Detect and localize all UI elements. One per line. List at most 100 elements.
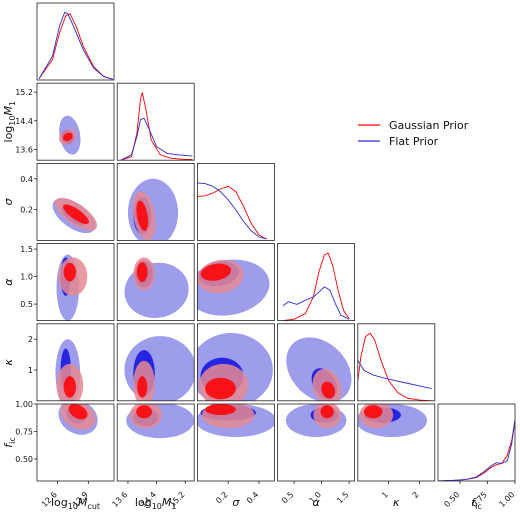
panel-frame	[277, 403, 356, 482]
x-tick-label-sigma: 0.4	[245, 490, 260, 505]
x-tick-label-alpha: 1.5	[335, 490, 350, 505]
x-axis-label-fic: fic	[471, 496, 482, 511]
panel-logM1-sigma	[116, 162, 195, 241]
panel-frame	[116, 82, 195, 161]
contour-gaussian-inner	[136, 200, 149, 231]
y-tick-label-sigma: 0.4	[20, 175, 33, 184]
x-tick-label-alpha: 0.5	[280, 490, 295, 505]
x-tick-label-kappa: 1	[380, 490, 390, 500]
contour-gaussian-inner	[136, 262, 148, 283]
x-tick-label-kappa: 2	[411, 490, 421, 500]
x-tick-label-sigma: 0.2	[214, 490, 229, 505]
marginal-logMcut-flat	[38, 11, 114, 80]
y-tick-label-logM1: 15.2	[15, 88, 33, 97]
panel-logM1-kappa	[116, 323, 195, 402]
y-tick-label-fic: 1.00	[15, 400, 33, 409]
panel-logM1-fic	[116, 403, 195, 482]
panel-logMcut-sigma	[36, 162, 115, 241]
panel-kappa-fic	[357, 403, 436, 482]
panel-logM1-logM1	[116, 82, 195, 161]
panel-logMcut-logM1	[36, 82, 115, 161]
contour-gaussian-inner	[62, 132, 73, 142]
y-tick-label-alpha: 0.5	[20, 300, 33, 309]
y-tick-label-alpha: 1.5	[20, 245, 33, 254]
contour-gaussian-inner	[200, 263, 232, 281]
x-axis-label-alpha: α	[312, 496, 320, 509]
contour-gaussian-inner	[205, 404, 236, 415]
y-tick-label-kappa: 2	[28, 335, 33, 344]
panel-logMcut-kappa	[36, 323, 115, 402]
y-tick-label-fic: 0.75	[15, 428, 33, 437]
y-tick-label-logM1: 14.4	[15, 117, 33, 126]
x-tick-label-fic: 0.50	[442, 490, 461, 509]
panel-frame	[196, 243, 275, 322]
contour-gaussian-inner	[205, 377, 236, 400]
x-tick-label-fic: 1.00	[497, 490, 516, 509]
panel-alpha-alpha	[277, 243, 356, 322]
x-axis-label-kappa: κ	[393, 496, 400, 509]
contour-gaussian-inner	[63, 262, 77, 282]
y-axis-label-sigma: σ	[2, 197, 15, 205]
panel-frame	[196, 162, 275, 241]
x-tick-label-logM1: 13.6	[110, 490, 129, 509]
panel-frame	[36, 162, 115, 241]
contour-gaussian-inner	[136, 405, 152, 419]
contour-gaussian-inner	[137, 376, 148, 398]
contour-gaussian-inner	[68, 404, 88, 420]
panel-frame	[277, 243, 356, 322]
contour-gaussian-inner	[63, 204, 89, 225]
panel-frame	[437, 403, 516, 482]
legend-label-gaussian: Gaussian Prior	[389, 119, 469, 132]
panel-frame	[36, 82, 115, 161]
panel-frame	[36, 403, 115, 482]
y-tick-label-fic: 0.50	[15, 455, 33, 464]
y-axis-label-logM1: log10M1	[2, 101, 17, 143]
x-axis-label-logM1: log10M1	[135, 496, 177, 511]
contour-gaussian-inner	[363, 405, 383, 419]
panel-frame	[36, 323, 115, 402]
panel-logMcut-alpha	[36, 243, 115, 322]
panel-logMcut-fic	[36, 403, 115, 482]
panel-frame	[357, 403, 436, 482]
panel-frame	[116, 323, 195, 402]
marginal-alpha-gaussian	[283, 252, 350, 321]
marginal-fic-gaussian	[438, 420, 515, 481]
legend: Gaussian Prior Flat Prior	[358, 119, 469, 148]
panel-sigma-fic	[196, 403, 275, 482]
y-tick-label-sigma: 0.2	[20, 206, 33, 215]
panel-frame	[196, 403, 275, 482]
panel-sigma-kappa	[196, 323, 275, 402]
panel-sigma-alpha	[196, 243, 275, 322]
marginal-sigma-flat	[197, 182, 267, 240]
panel-frame	[277, 323, 356, 402]
y-tick-label-alpha: 1.0	[20, 273, 33, 282]
panel-frame	[116, 162, 195, 241]
marginal-kappa-flat	[357, 359, 432, 390]
y-tick-label-logM1: 13.6	[15, 145, 33, 154]
x-axis-label-sigma: σ	[232, 496, 240, 509]
contour-flat-outer	[124, 262, 189, 319]
panel-frame	[36, 2, 115, 81]
panel-frame	[196, 323, 275, 402]
panel-frame	[357, 323, 436, 402]
marginal-alpha-flat	[282, 286, 350, 320]
panel-frame	[36, 243, 115, 322]
panel-fic-fic	[437, 403, 516, 482]
y-axis-label-alpha: α	[2, 278, 15, 286]
contour-gaussian-inner	[63, 376, 77, 398]
panels-layer	[36, 2, 516, 482]
marginal-logMcut-gaussian	[38, 13, 114, 80]
y-axis-label-kappa: κ	[2, 359, 15, 366]
y-axis-label-fic: fic	[2, 437, 17, 448]
contour-gaussian-inner	[321, 381, 336, 399]
panel-frame	[116, 243, 195, 322]
panel-kappa-kappa	[357, 323, 436, 402]
marginal-fic-flat	[438, 420, 515, 481]
marginal-logM1-flat	[120, 117, 193, 161]
panel-sigma-sigma	[196, 162, 275, 241]
legend-label-flat: Flat Prior	[389, 135, 439, 148]
contour-gaussian-inner	[320, 405, 334, 419]
marginal-kappa-gaussian	[357, 332, 432, 401]
panel-frame	[116, 403, 195, 482]
